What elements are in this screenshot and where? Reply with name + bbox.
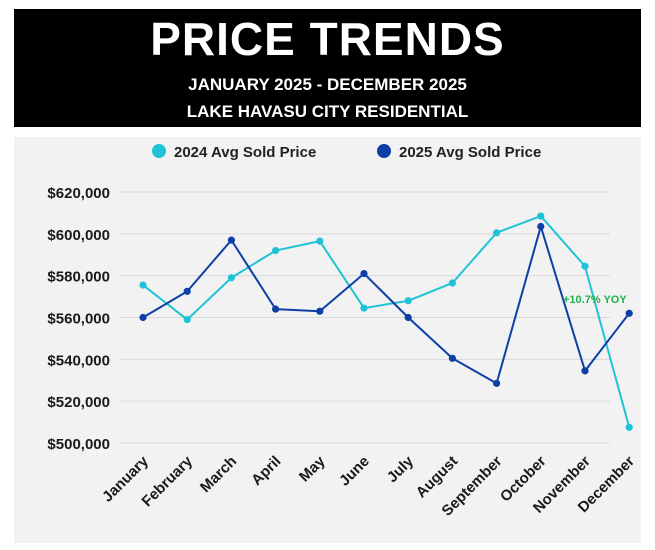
header-banner: PRICE TRENDS JANUARY 2025 - DECEMBER 202… <box>14 9 641 127</box>
legend-marker-2025 <box>377 144 391 158</box>
y-tick-label: $540,000 <box>47 352 110 369</box>
y-tick-label: $600,000 <box>47 227 110 244</box>
legend-label-2025: 2025 Avg Sold Price <box>399 144 541 161</box>
series-2024-point <box>448 279 456 287</box>
series-2024-point <box>272 246 280 255</box>
y-tick-label: $500,000 <box>47 436 110 453</box>
series-2024-point <box>227 274 235 282</box>
series-2024-point <box>404 297 412 305</box>
x-tick-label: March <box>197 453 240 496</box>
series-2025-point <box>493 379 501 387</box>
series-2025-point <box>404 313 412 322</box>
x-tick-label: June <box>336 453 373 490</box>
series-2025-line <box>142 225 630 385</box>
series-2024-point <box>139 281 147 289</box>
x-tick-label: July <box>384 452 418 486</box>
series-2025-point <box>316 307 324 315</box>
legend-marker-2024 <box>152 144 166 158</box>
series-2024-point <box>493 229 501 237</box>
y-tick-label: $560,000 <box>47 311 110 328</box>
y-tick-label: $520,000 <box>47 394 110 411</box>
page-title: PRICE TRENDS <box>150 13 505 65</box>
series-2025-point <box>581 367 589 375</box>
series-2025-point <box>537 222 545 231</box>
series-2025-point <box>227 236 235 244</box>
date-range-subtitle: JANUARY 2025 - DECEMBER 2025 <box>188 75 467 94</box>
series-2024-point <box>316 237 324 245</box>
series-2025-point <box>448 354 456 362</box>
yoy-annotation: +10.7% YOY <box>563 294 627 306</box>
series-2024-point <box>581 262 589 270</box>
y-tick-label: $620,000 <box>47 185 110 202</box>
series-2025-point <box>272 305 280 313</box>
x-tick-label: May <box>296 452 329 485</box>
legend-label-2024: 2024 Avg Sold Price <box>174 144 316 161</box>
series-2024-point <box>360 304 368 312</box>
series-2024-point <box>183 315 191 324</box>
region-subtitle: LAKE HAVASU CITY RESIDENTIAL <box>186 102 469 121</box>
chart-panel <box>14 137 641 543</box>
series-2024-point <box>625 423 633 431</box>
x-tick-label: April <box>248 453 284 489</box>
series-2025-point <box>625 309 633 317</box>
series-2025-point <box>360 269 368 278</box>
series-2024-line <box>142 215 631 428</box>
y-tick-label: $580,000 <box>47 269 110 286</box>
series-2024-point <box>537 212 545 220</box>
series-2025-point <box>183 287 191 295</box>
series-2025-point <box>139 313 147 322</box>
